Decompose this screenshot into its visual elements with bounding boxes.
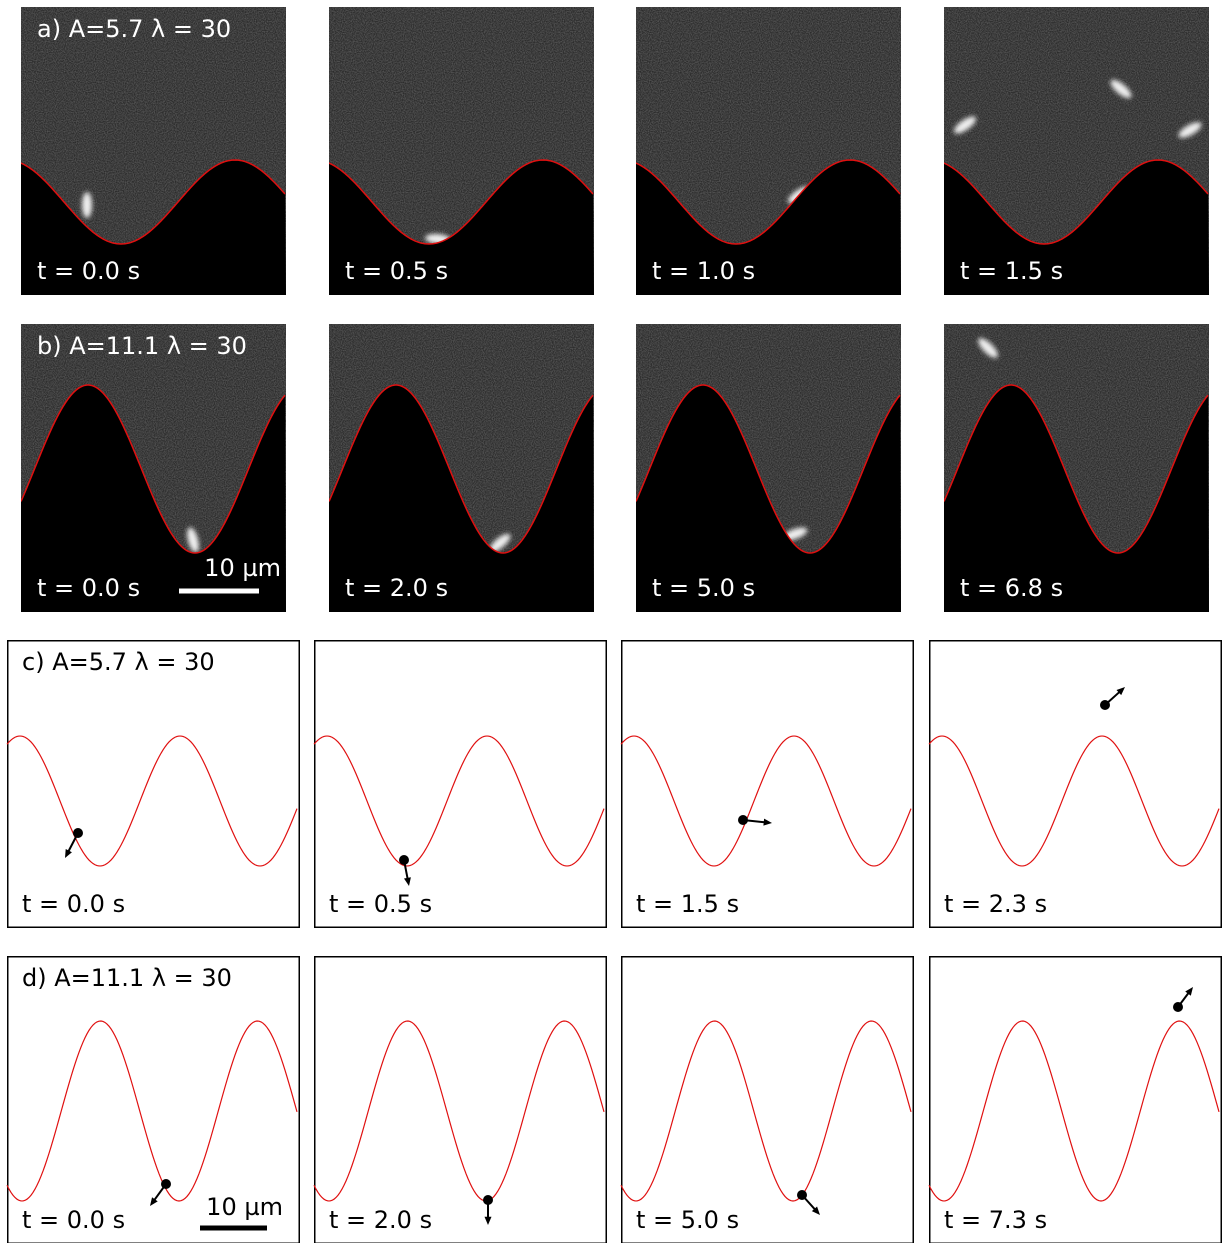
time-label: t = 5.0 s — [636, 1206, 739, 1234]
arrow-head — [1116, 687, 1125, 696]
cell-blob — [187, 527, 199, 553]
panel-frame — [621, 956, 914, 1244]
wall-region — [21, 160, 286, 295]
cell-blob — [82, 192, 92, 218]
panel-content — [21, 7, 286, 295]
wall-boundary — [21, 159, 286, 245]
particle — [399, 855, 409, 865]
row-label: c) A=5.7 λ = 30 — [22, 648, 215, 676]
time-label: t = 0.0 s — [37, 574, 140, 602]
arrow-head — [403, 877, 411, 886]
arrow-head — [763, 818, 772, 826]
particle — [161, 1179, 171, 1189]
wall-boundary — [329, 384, 594, 554]
cell-blob — [1110, 79, 1132, 99]
wall-boundary — [21, 384, 286, 554]
panel-frame — [929, 956, 1222, 1244]
simulation-panel: t = 0.0 s c) A=5.7 λ = 30 — [6, 640, 300, 928]
time-label: t = 5.0 s — [652, 574, 755, 602]
time-label: t = 6.8 s — [960, 574, 1063, 602]
panel-frame — [929, 640, 1222, 928]
wall-boundary — [6, 735, 298, 867]
cell-blob — [953, 116, 977, 134]
arrow-head — [1185, 987, 1193, 996]
wall-boundary — [313, 1020, 605, 1202]
time-label: t = 0.0 s — [22, 890, 125, 918]
simulation-panel: t = 0.0 s d) A=11.1 λ = 30 10 µm — [6, 956, 300, 1244]
wall-boundary — [944, 159, 1209, 245]
time-label: t = 2.0 s — [329, 1206, 432, 1234]
time-label: t = 0.5 s — [345, 257, 448, 285]
panel-frame — [314, 956, 607, 1244]
time-label: t = 0.0 s — [22, 1206, 125, 1234]
row-label: d) A=11.1 λ = 30 — [22, 964, 232, 992]
particle — [1100, 700, 1110, 710]
image-panel: t = 1.0 s — [636, 7, 901, 295]
arrow-head — [811, 1206, 820, 1215]
row-label: b) A=11.1 λ = 30 — [37, 332, 247, 360]
simulation-panel: t = 2.0 s — [313, 956, 607, 1244]
time-label: t = 1.5 s — [960, 257, 1063, 285]
image-panel: t = 1.5 s — [944, 7, 1209, 295]
arrow-head — [65, 849, 72, 858]
wall-boundary — [313, 735, 605, 867]
panel-content — [329, 7, 594, 295]
wall-boundary — [620, 735, 912, 867]
simulation-panel: t = 7.3 s — [928, 956, 1222, 1244]
wall-boundary — [329, 159, 594, 245]
time-label: t = 2.0 s — [345, 574, 448, 602]
time-label: t = 2.3 s — [944, 890, 1047, 918]
row-label: a) A=5.7 λ = 30 — [37, 15, 231, 43]
panel-content — [636, 7, 901, 295]
arrow-head — [484, 1216, 492, 1225]
wall-boundary — [620, 1020, 912, 1202]
particle — [738, 815, 748, 825]
arrow-head — [150, 1197, 158, 1206]
panel-frame — [314, 640, 607, 928]
particle — [797, 1190, 807, 1200]
simulation-panel: t = 2.3 s — [928, 640, 1222, 928]
panel-content — [636, 324, 901, 612]
panel-content — [21, 324, 286, 612]
panel-content — [944, 7, 1209, 295]
simulation-panel: t = 5.0 s — [620, 956, 914, 1244]
scale-bar-label: 10 µm — [204, 554, 281, 582]
time-label: t = 1.0 s — [652, 257, 755, 285]
particle — [73, 828, 83, 838]
cell-blob — [978, 338, 998, 358]
wall-boundary — [928, 735, 1220, 867]
image-panel: t = 6.8 s — [944, 324, 1209, 612]
image-panel: t = 5.0 s — [636, 324, 901, 612]
time-label: t = 0.0 s — [37, 257, 140, 285]
particle — [1173, 1002, 1183, 1012]
wall-region — [944, 160, 1209, 295]
particle — [483, 1195, 493, 1205]
panel-frame — [621, 640, 914, 928]
cell-blob — [489, 533, 511, 553]
panel-content — [329, 324, 594, 612]
time-label: t = 7.3 s — [944, 1206, 1047, 1234]
scale-bar-label: 10 µm — [206, 1193, 283, 1221]
wall-boundary — [928, 1020, 1220, 1202]
panel-frame — [7, 640, 300, 928]
image-panel: t = 0.5 s — [329, 7, 594, 295]
image-panel: t = 0.0 s a) A=5.7 λ = 30 — [21, 7, 286, 295]
panel-content — [944, 324, 1209, 612]
simulation-panel: t = 1.5 s — [620, 640, 914, 928]
image-panel: t = 2.0 s — [329, 324, 594, 612]
wall-boundary — [636, 159, 901, 245]
simulation-panel: t = 0.5 s — [313, 640, 607, 928]
wall-boundary — [944, 384, 1209, 554]
wall-region — [636, 160, 901, 295]
time-label: t = 0.5 s — [329, 890, 432, 918]
wall-boundary — [636, 384, 901, 554]
wall-region — [329, 160, 594, 295]
cell-blob — [1178, 122, 1202, 138]
image-panel: t = 0.0 s b) A=11.1 λ = 30 10 µm — [21, 324, 286, 612]
wall-boundary — [6, 1020, 298, 1202]
time-label: t = 1.5 s — [636, 890, 739, 918]
panel-frame — [7, 956, 300, 1244]
